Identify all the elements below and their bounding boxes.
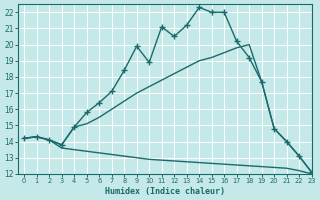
X-axis label: Humidex (Indice chaleur): Humidex (Indice chaleur) [105, 187, 225, 196]
